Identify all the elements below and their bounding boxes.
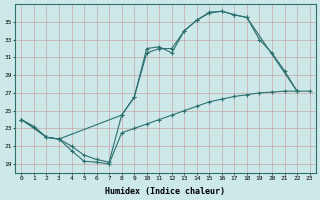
- X-axis label: Humidex (Indice chaleur): Humidex (Indice chaleur): [106, 187, 226, 196]
